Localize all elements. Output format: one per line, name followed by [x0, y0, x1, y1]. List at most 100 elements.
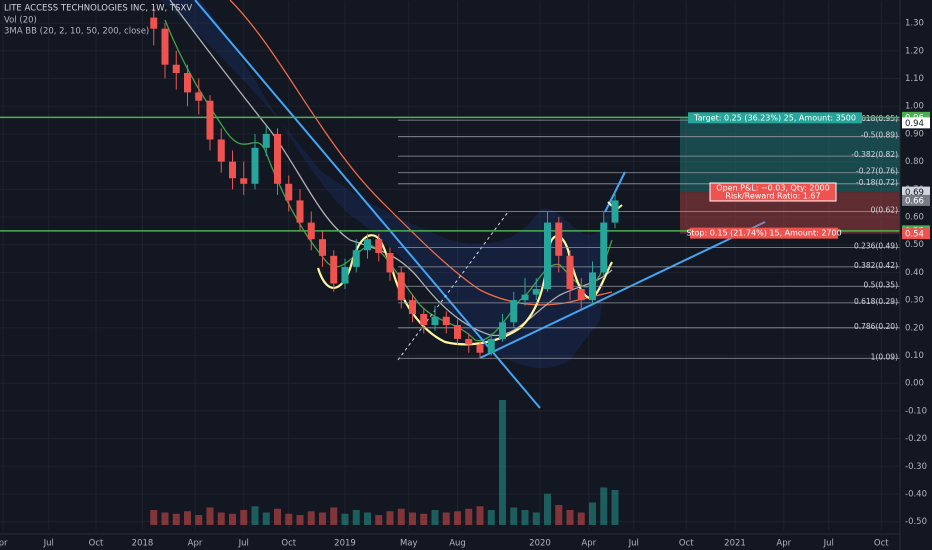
price-badge — [902, 228, 930, 240]
candle-body — [499, 322, 506, 339]
volume-bar — [521, 510, 529, 525]
candle-body — [521, 294, 529, 301]
price-badge — [902, 111, 930, 123]
candle-body — [341, 266, 349, 284]
fib-label: -0.618(0.95) — [851, 114, 898, 123]
candle-body — [465, 338, 473, 345]
candle-body — [476, 344, 484, 353]
y-tick-label: 1.00 — [905, 102, 924, 112]
pnl-label-box — [709, 182, 837, 202]
y-tick-label: -0.50 — [905, 517, 927, 527]
y-tick-label: 0.90 — [905, 129, 924, 139]
candle-body — [487, 338, 495, 353]
target-label: Target: 0.25 (36.23%) 25, Amount: 3500 — [693, 113, 856, 122]
price-badge-label: 0.69 — [905, 188, 924, 198]
candle-body — [420, 313, 428, 326]
y-tick-label: -0.30 — [905, 462, 927, 472]
y-tick-label: 0.00 — [905, 379, 924, 389]
candle-body — [510, 300, 518, 323]
candle-body — [330, 255, 338, 284]
price-badge — [902, 186, 930, 198]
candle-body — [296, 200, 304, 223]
volume-bar — [341, 513, 349, 525]
x-tick-label: Aug — [449, 539, 466, 549]
candle-body — [375, 239, 383, 254]
y-tick-label: 0.20 — [905, 323, 924, 333]
volume-bar — [577, 512, 585, 525]
volume-bar — [499, 400, 506, 525]
candle-body — [397, 272, 405, 301]
pnl-label: Open P&L: −0.03, Qty: 2000 — [716, 184, 829, 193]
volume-bar — [195, 515, 203, 525]
volume-bar — [600, 487, 608, 525]
volume-bar — [285, 513, 293, 525]
volume-bar — [330, 507, 338, 525]
volume-bar — [172, 513, 180, 525]
fib-label: -0.382(0.82) — [851, 150, 898, 159]
volume-bar — [555, 505, 563, 525]
y-tick-label: 1.10 — [905, 74, 924, 84]
price-badge-label: 0.94 — [905, 119, 924, 129]
y-tick-label: -0.20 — [905, 434, 927, 444]
fib-label: -0.27(0.76) — [856, 167, 898, 176]
x-tick-label: Oct — [874, 539, 889, 549]
y-tick-label: 0.50 — [905, 240, 924, 250]
target-label-box — [688, 112, 862, 124]
volume-bar — [487, 510, 495, 525]
candle-body — [150, 17, 158, 29]
candle-body — [566, 255, 574, 290]
price-badge — [902, 194, 930, 206]
price-badge-label: 0.54 — [905, 230, 924, 240]
indicator-label: 3MA BB (20, 2, 10, 50, 200, close) — [4, 27, 149, 37]
y-tick-label: 0.80 — [905, 157, 924, 167]
volume-bar — [251, 506, 259, 525]
volume-bar — [431, 510, 439, 525]
candle-body — [386, 253, 394, 273]
y-tick-label: -0.10 — [905, 406, 927, 416]
candle-body — [555, 222, 563, 256]
x-tick-label: Apr — [581, 539, 596, 549]
price-badge — [902, 117, 930, 129]
stop-label: Stop: 0.15 (21.74%) 15, Amount: 2700 — [686, 229, 841, 238]
volume-bar — [217, 512, 225, 525]
x-tick-label: 2020 — [529, 539, 551, 549]
fib-label: -0.5(0.89) — [861, 131, 898, 140]
x-tick-label: Jul — [43, 539, 54, 549]
y-tick-label: 0.40 — [905, 268, 924, 278]
candle-body — [544, 222, 551, 290]
y-tick-label: -0.40 — [905, 489, 927, 499]
volume-bar — [465, 508, 473, 525]
volume-bar — [454, 511, 461, 525]
fib-label: -0.18(0.72) — [856, 178, 898, 187]
y-tick-label: 1.20 — [905, 46, 924, 56]
volume-bar — [240, 510, 248, 525]
bollinger-band — [160, 0, 612, 369]
candle-body — [409, 300, 416, 314]
target-zone — [680, 117, 900, 193]
volume-bar — [150, 510, 158, 525]
volume-bar — [307, 511, 315, 525]
rr-label: Risk/Reward Ratio: 1.67 — [725, 192, 820, 201]
candle-body — [442, 316, 450, 326]
candle-body — [240, 178, 248, 184]
candle-body — [161, 28, 169, 65]
uptrend-line — [479, 221, 766, 359]
candle-body — [195, 92, 203, 101]
x-tick-label: May — [400, 539, 418, 549]
fib-label: 0.236(0.49) — [854, 241, 898, 250]
x-tick-label: 2019 — [334, 539, 356, 549]
candle-body — [600, 222, 608, 273]
candle-body — [532, 289, 540, 295]
candle-body — [431, 316, 439, 326]
x-tick-label: Jul — [628, 539, 639, 549]
fib-label: 0.786(0.20) — [854, 322, 898, 331]
volume-bar — [319, 512, 326, 525]
x-tick-label: 2021 — [724, 539, 746, 549]
volume-bar — [184, 511, 191, 525]
volume-bar — [442, 512, 450, 525]
stop-label-box — [690, 227, 838, 239]
volume-bar — [375, 515, 383, 525]
volume-bar — [589, 502, 596, 525]
candle-body — [274, 133, 281, 184]
volume-bar — [397, 508, 405, 525]
